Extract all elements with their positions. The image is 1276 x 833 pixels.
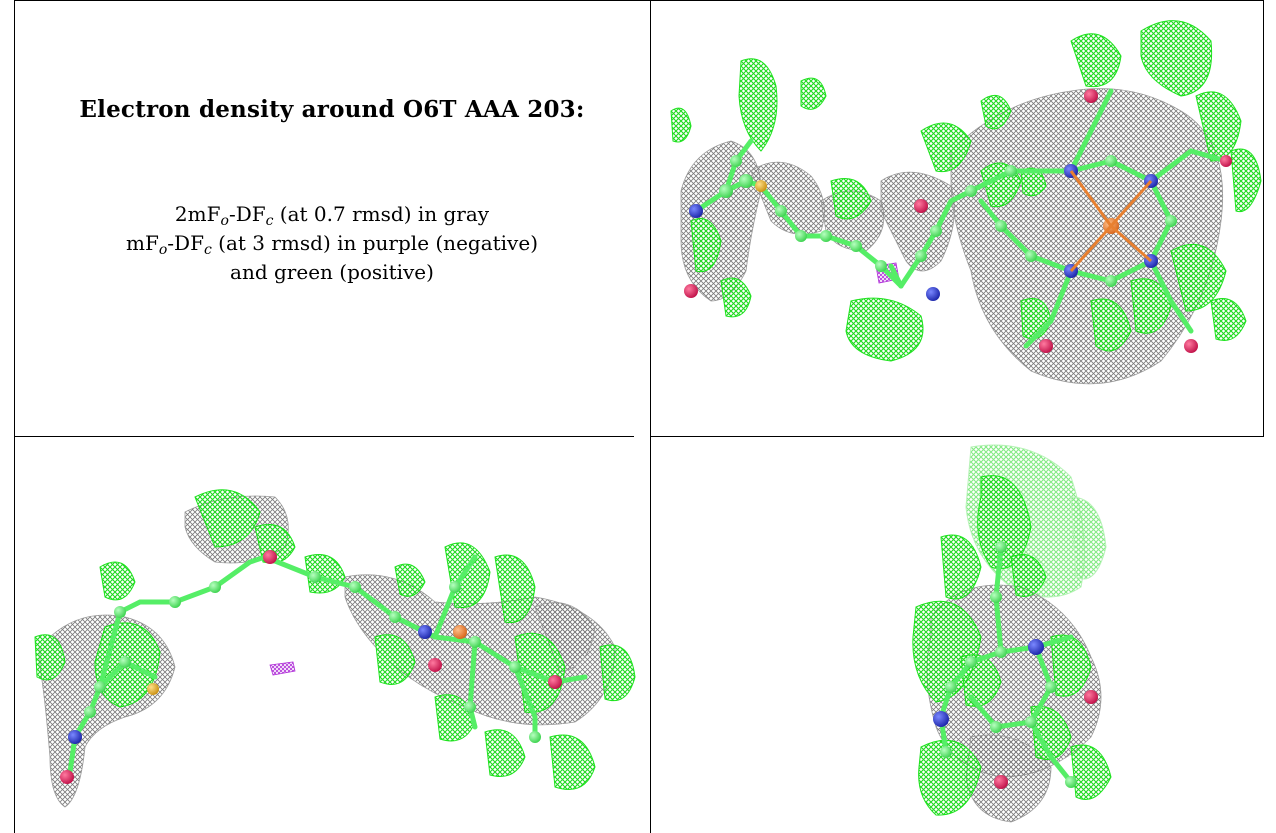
density-render-bottom-right [912, 444, 1112, 823]
grid-line-row-divider-left [14, 436, 634, 437]
density-view-bottom-left [15, 437, 650, 833]
grid-line-left [14, 0, 15, 833]
density-view-top-right [651, 1, 1263, 436]
grid-line-middle [650, 0, 651, 833]
description-line-gray-map: 2mFo-DFc (at 0.7 rmsd) in gray [174, 202, 490, 229]
description-line-positive: and green (positive) [230, 260, 434, 284]
description-line-difference-map: mFo-DFc (at 3 rmsd) in purple (negative) [126, 231, 538, 258]
negative-density-mesh [269, 661, 296, 676]
ligand-atoms [60, 550, 562, 784]
grid-line-top [14, 0, 1264, 1]
caption-cell: Electron density around O6T AAA 203: 2mF… [14, 0, 650, 436]
density-render-bottom-left [34, 489, 636, 808]
figure-title: Electron density around O6T AAA 203: [79, 96, 585, 123]
figure-description: 2mFo-DFc (at 0.7 rmsd) in gray mFo-DFc (… [14, 200, 650, 287]
density-view-bottom-right [651, 437, 1263, 833]
density-render-top-right [670, 20, 1262, 385]
positive-density-mesh [34, 489, 636, 790]
grid-line-right [1263, 0, 1264, 436]
positive-density-mesh [670, 20, 1262, 362]
grid-line-row-divider-right [650, 436, 1264, 437]
positive-density-mesh [912, 475, 1112, 816]
iron-bonds [1069, 170, 1153, 272]
figure-grid: Electron density around O6T AAA 203: 2mF… [14, 0, 1264, 833]
ligand-atoms [933, 541, 1098, 789]
